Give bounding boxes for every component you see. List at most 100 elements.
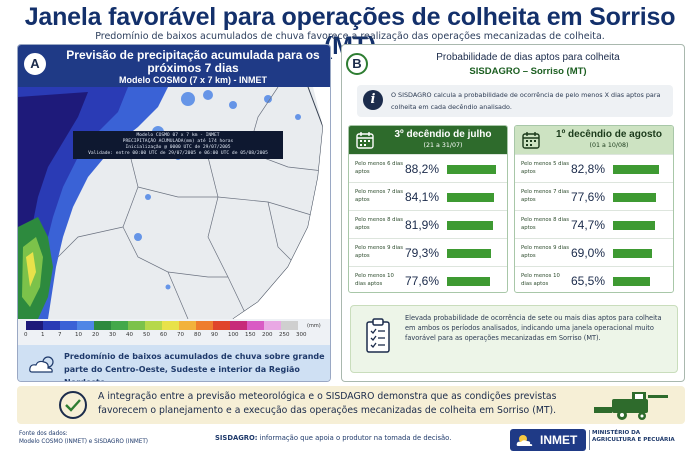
calendar-icon xyxy=(356,132,374,149)
panel-a-note-text: Predomínio de baixos acumulados de chuva… xyxy=(64,352,325,381)
panel-harvest-probability: B Probabilidade de dias aptos para colhe… xyxy=(341,44,685,382)
legend-tick: 150 xyxy=(245,332,256,338)
legend-tick: 7 xyxy=(58,332,62,338)
legend-swatch xyxy=(94,321,111,330)
legend-swatch xyxy=(213,321,230,330)
probability-row-label: Pelo menos 9 dias aptos xyxy=(355,245,404,259)
probability-row: Pelo menos 9 dias aptos 79,3% xyxy=(349,238,507,266)
probability-row-label: Pelo menos 8 dias aptos xyxy=(521,217,570,231)
inmet-logo-icon xyxy=(516,435,533,446)
decendio-july-card: 3º decêndio de julho (21 a 31/07) Pelo m… xyxy=(348,125,508,293)
legend-swatch xyxy=(111,321,128,330)
legend-tick: 1 xyxy=(41,332,45,338)
ministry-label: MINISTÉRIO DA AGRICULTURA E PECUÁRIA xyxy=(592,430,692,444)
probability-bar-track xyxy=(447,249,503,258)
legend-swatch xyxy=(281,321,298,330)
legend-swatch xyxy=(162,321,179,330)
probability-bar-track xyxy=(613,193,669,202)
probability-bar xyxy=(613,277,650,286)
panel-b-info: i O SISDAGRO calcula a probabilidade de … xyxy=(357,85,673,117)
ministry-line-2: AGRICULTURA E PECUÁRIA xyxy=(592,437,675,443)
footer-sisdagro-text: informação que apoia o produtor na tomad… xyxy=(259,434,452,442)
clipboard-icon xyxy=(366,318,390,353)
probability-bar-track xyxy=(613,249,669,258)
probability-bar-track xyxy=(447,193,503,202)
legend-swatch xyxy=(247,321,264,330)
decendio-august-range: (01 a 10/08) xyxy=(589,142,629,149)
legend-tick: 0 xyxy=(24,332,28,338)
probability-bar-track xyxy=(613,165,669,174)
probability-row-value: 81,9% xyxy=(405,218,440,232)
map-graphic xyxy=(18,86,330,320)
legend-swatch xyxy=(179,321,196,330)
decendio-july-range: (21 a 31/07) xyxy=(423,142,463,149)
probability-bar xyxy=(613,165,660,174)
legend-tick: 100 xyxy=(228,332,239,338)
probability-row-label: Pelo menos 7 dias aptos xyxy=(355,189,404,203)
probability-bar-track xyxy=(613,277,669,286)
legend-tick: 250 xyxy=(279,332,290,338)
panel-b-conclusion: Elevada probabilidade de ocorrência de s… xyxy=(350,305,678,373)
panel-b-info-text: O SISDAGRO calcula a probabilidade de oc… xyxy=(391,91,661,111)
probability-row-value: 79,3% xyxy=(405,246,440,260)
legend-tick-labels: 0 1 7 10 20 30 40 50 60 70 80 90 100 150 200 250 300 xyxy=(24,332,326,342)
map-info-line: Validade: entre 00:00 UTC de 29/07/2005 … xyxy=(88,151,268,156)
legend-swatch xyxy=(60,321,77,330)
legend-swatch xyxy=(128,321,145,330)
probability-row-label: Pelo menos 8 dias aptos xyxy=(355,217,404,231)
panel-b-subtitle: SISDAGRO – Sorriso (MT) xyxy=(469,66,587,77)
probability-row-label: Pelo menos 7 dias aptos xyxy=(521,189,570,203)
panel-b-conclusion-text: Elevada probabilidade de ocorrência de s… xyxy=(405,314,662,342)
map-info-line: Inicialização @ 0000 UTC de 29/07/2005 xyxy=(125,145,231,150)
footer-source: Fonte dos dados: Modelo COSMO (INMET) e … xyxy=(19,430,199,446)
probability-row: Pelo menos 10 dias aptos 65,5% xyxy=(515,266,673,292)
calendar-icon xyxy=(522,132,540,149)
inmet-logo: INMET xyxy=(510,429,586,451)
decendio-august-title: 1º decêndio de agosto xyxy=(556,129,662,140)
probability-row: Pelo menos 7 dias aptos 84,1% xyxy=(349,182,507,210)
probability-bar xyxy=(613,221,655,230)
legend-tick: 70 xyxy=(177,332,184,338)
probability-row-value: 88,2% xyxy=(405,162,440,176)
legend-swatch xyxy=(26,321,43,330)
legend-unit: (mm) xyxy=(307,323,321,329)
probability-bar xyxy=(447,249,492,258)
cloud-sun-icon xyxy=(29,356,54,373)
legend-swatch xyxy=(196,321,213,330)
probability-bar xyxy=(447,165,497,174)
probability-row-label: Pelo menos 6 dias aptos xyxy=(355,161,404,175)
probability-row: Pelo menos 8 dias aptos 74,7% xyxy=(515,210,673,238)
map-info-line: Modelo COSMO 07 x 7 km - INMET xyxy=(136,133,220,138)
panel-a-header: A Previsão de precipitação acumulada par… xyxy=(18,45,330,87)
ministry-line-1: MINISTÉRIO DA xyxy=(592,430,641,436)
probability-bar-track xyxy=(613,221,669,230)
probability-bar-track xyxy=(447,277,503,286)
probability-bar xyxy=(447,221,493,230)
probability-row: Pelo menos 7 dias aptos 77,6% xyxy=(515,182,673,210)
probability-row-label: Pelo menos 10 dias aptos xyxy=(521,273,560,287)
check-circle-icon xyxy=(59,391,87,419)
probability-bar-track xyxy=(447,221,503,230)
probability-row: Pelo menos 6 dias aptos 88,2% xyxy=(349,154,507,182)
probability-row: Pelo menos 9 dias aptos 69,0% xyxy=(515,238,673,266)
probability-row-value: 69,0% xyxy=(571,246,606,260)
panel-a-model: Modelo COSMO (7 x 7 km) - INMET xyxy=(118,75,267,85)
probability-row: Pelo menos 10 dias aptos 77,6% xyxy=(349,266,507,292)
footer-divider xyxy=(589,430,590,450)
probability-row-value: 77,6% xyxy=(571,190,606,204)
probability-row-value: 74,7% xyxy=(571,218,606,232)
legend-tick: 80 xyxy=(194,332,201,338)
panel-a-note: Predomínio de baixos acumulados de chuva… xyxy=(18,345,330,381)
map-info-box: Modelo COSMO 07 x 7 km - INMET PRECIPITA… xyxy=(73,131,283,159)
probability-row-value: 84,1% xyxy=(405,190,440,204)
panel-b-title: Probabilidade de dias aptos para colheit… xyxy=(436,52,620,63)
footer-source-label: Fonte dos dados: xyxy=(19,431,68,437)
badge-a: A xyxy=(24,53,46,75)
probability-bar xyxy=(447,193,495,202)
legend-swatch xyxy=(43,321,60,330)
footer-sisdagro: SISDAGRO: informação que apoia o produto… xyxy=(215,434,451,442)
precipitation-map: Modelo COSMO 07 x 7 km - INMET PRECIPITA… xyxy=(18,86,330,320)
inmet-logo-text: INMET xyxy=(540,433,578,447)
probability-row-label: Pelo menos 5 dias aptos xyxy=(521,161,570,175)
badge-b: B xyxy=(346,53,368,75)
